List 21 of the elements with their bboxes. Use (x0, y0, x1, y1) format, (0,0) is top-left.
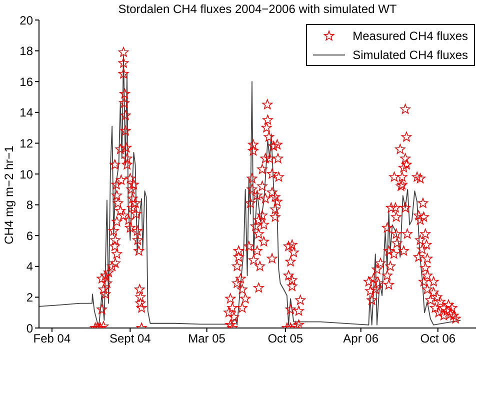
legend-label: Simulated CH4 fluxes (352, 48, 468, 62)
y-tick-label: 8 (26, 198, 34, 212)
y-tick-label: 12 (20, 136, 34, 150)
y-tick-label: 4 (26, 260, 34, 274)
y-tick-label: 18 (20, 44, 34, 58)
y-tick-label: 14 (20, 106, 34, 120)
x-tick-label: Oct 06 (420, 332, 456, 346)
x-tick-label: Mar 05 (188, 332, 226, 346)
x-tick-label: Oct 05 (268, 332, 304, 346)
chart-title: Stordalen CH4 fluxes 2004−2006 with simulated WT (117, 2, 398, 16)
x-tick-label: Apr 06 (343, 332, 379, 346)
y-axis-title: CH4 mg m−2 hr−1 (2, 145, 16, 244)
y-tick-label: 16 (20, 74, 34, 89)
y-tick-label: 0 (26, 321, 34, 336)
y-tick-label: 10 (20, 167, 34, 182)
y-tick-label: 6 (26, 228, 34, 243)
legend-label: Measured CH4 fluxes (352, 28, 468, 42)
x-tick-label: Sept 04 (109, 332, 152, 346)
x-tick-label: Feb 04 (33, 332, 71, 346)
y-tick-label: 20 (20, 13, 34, 28)
y-tick-label: 2 (26, 290, 34, 304)
